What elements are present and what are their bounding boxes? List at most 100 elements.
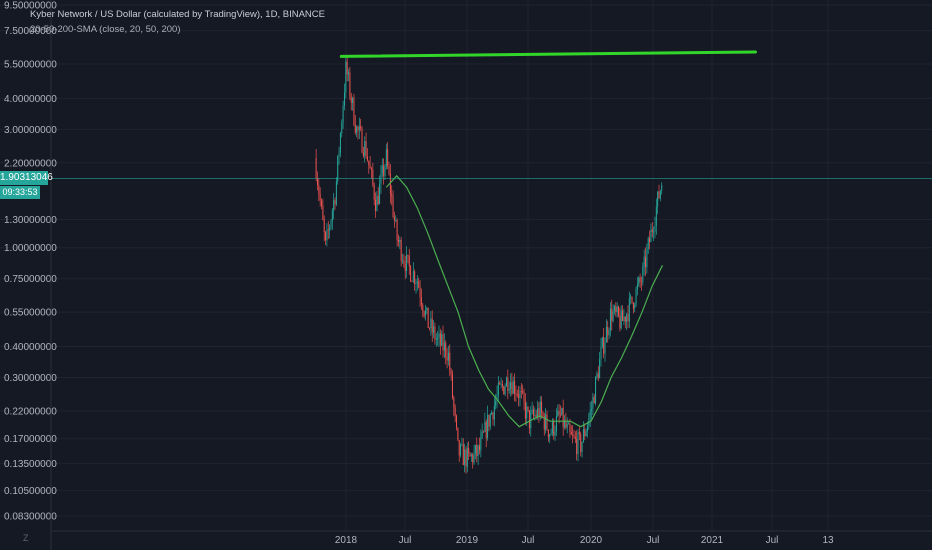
candle-body [538,408,540,418]
candle-body [582,429,584,442]
candle-body [407,254,409,256]
price-axis[interactable]: 9.50000000 7.50000000 5.50000000 4.00000000… [4,0,57,550]
candle-body [343,92,345,106]
price-tick-label: 0.75000000 [4,274,57,285]
time-tick-label: 13 [822,535,834,546]
candle-body [404,263,406,272]
candle-body [627,314,629,322]
candle-body [616,306,618,313]
candle-body [446,356,448,361]
candle-body [325,232,327,241]
candle-body [572,434,574,436]
candle-body [381,165,383,174]
last-price-badge: 1.90313046 [0,171,53,185]
candle-body [545,414,547,430]
price-tick-label: 0.17000000 [4,434,57,445]
price-tick-label: 0.40000000 [4,342,57,353]
trendline-layer[interactable] [339,50,757,58]
candle-body [612,311,614,321]
candle-body [613,306,615,312]
candle-body [559,414,561,416]
candle-body [592,396,594,409]
candle-body [354,124,356,133]
candle-body [352,97,354,103]
candle-body [450,370,452,374]
candle-body [456,415,458,428]
candle-body [518,394,520,398]
candle-body [493,405,495,420]
candle-body [595,376,597,404]
candle-body [427,307,429,329]
candle-body [539,401,541,418]
candle-body [611,308,613,321]
candle-body [420,297,422,305]
candle-body [603,337,605,354]
time-tick-label: 2020 [580,535,603,546]
candle-body [411,281,413,283]
candle-body [361,128,363,153]
candle-body [373,184,375,200]
candle-body [392,196,394,218]
candle-body [397,239,399,242]
candle-body [393,217,395,221]
price-tick-label: 3.00000000 [4,125,57,136]
price-tick-label: 0.30000000 [4,373,57,384]
candle-body [319,193,321,201]
candle-body [477,445,479,456]
timezone-icon[interactable]: Z [23,533,29,543]
candle-body [643,256,645,267]
time-tick-label: Jul [647,535,660,546]
candle-body [549,434,551,438]
candle-body [624,316,626,323]
candle-body [537,408,539,418]
candle-body [523,391,525,402]
symbol-title[interactable]: Kyber Network / US Dollar (calculated by… [30,9,325,20]
candle-body [435,338,437,340]
candle-body [524,401,526,419]
candle-body [483,431,485,433]
resistance-trendline[interactable] [339,50,757,58]
candle-body [474,445,476,453]
candle-body [581,441,583,452]
candle-body [562,407,564,428]
candle-body [519,390,521,398]
candle-body [507,377,509,391]
candle-body [410,266,412,282]
candle-body [348,72,350,75]
candle-body [527,406,529,411]
candle-body [550,433,552,435]
study-label[interactable]: 20-50-200-SMA (close, 20, 50, 200) [30,24,181,35]
candle-body [349,72,351,97]
candle-body [659,190,661,199]
candle-body [565,420,567,428]
candle-body [458,440,460,456]
candle-body [485,421,487,439]
candle-body [499,382,501,385]
candle-body [609,308,611,331]
sma-layer [385,174,664,428]
candle-body [358,126,360,131]
candle-body [315,157,317,179]
candle-body [639,277,641,283]
candle-body [541,401,543,413]
time-tick-label: Jul [522,535,535,546]
candle-body [339,133,341,154]
candle-body [356,126,358,133]
time-axis[interactable]: 2018 Jul 2019 Jul 2020 Jul 2021 Jul 13 [51,530,932,546]
candle-body [512,380,514,394]
candle-body [329,227,331,231]
candle-body [396,219,398,240]
candle-body [647,238,649,250]
candle-body [437,337,439,339]
candle-body [462,444,464,466]
candle-body [618,306,620,316]
candle-body [368,160,370,165]
candle-body [657,191,659,207]
candle-body [631,296,633,303]
candle-body [400,240,402,262]
candle-body [576,438,578,455]
candle-body [377,195,379,205]
candle-body [321,200,323,206]
